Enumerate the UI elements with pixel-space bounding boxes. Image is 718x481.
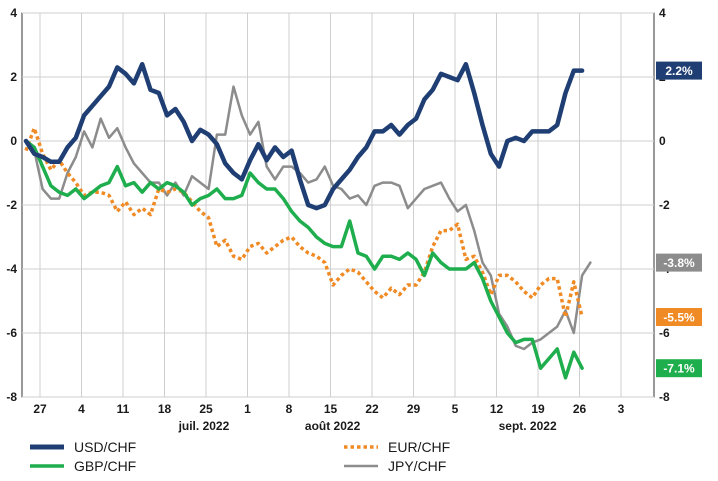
x-tick-label: 22	[365, 402, 379, 416]
x-tick-label: 3	[618, 402, 625, 416]
end-value-badge	[656, 253, 702, 272]
x-tick-label: 27	[33, 402, 47, 416]
gridlines	[22, 12, 654, 398]
y-tick-label-right: -8	[659, 390, 670, 404]
end-value-badge	[656, 61, 702, 80]
end-value-label: 2.2%	[665, 64, 693, 78]
x-tick-label: 1	[244, 402, 251, 416]
end-value-label: -7.1%	[663, 362, 695, 376]
x-tick-label: 26	[573, 402, 587, 416]
x-tick-label: 29	[407, 402, 421, 416]
legend-label: EUR/CHF	[388, 439, 450, 455]
y-tick-label-left: 0	[10, 134, 17, 148]
end-value-badges: 2.2% -5.5% -7.1% -3.8%	[656, 61, 702, 378]
y-tick-label-left: 4	[10, 6, 17, 20]
left-axis: 4 2 0 -2 -4 -6 -8	[6, 6, 17, 404]
end-value-label: -3.8%	[663, 256, 695, 270]
end-value-badge	[656, 359, 702, 378]
x-month-label: juil. 2022	[178, 419, 230, 433]
x-tick-label: 19	[531, 402, 545, 416]
x-tick-label: 25	[199, 402, 213, 416]
x-tick-label: 5	[452, 402, 459, 416]
series-line-gbp-chf	[24, 139, 584, 380]
y-tick-label-right: 0	[659, 134, 666, 148]
end-value-label: -5.5%	[663, 311, 695, 325]
legend-label: JPY/CHF	[388, 458, 446, 474]
y-tick-label-right: -2	[659, 198, 670, 212]
series-line-eur-chf	[24, 126, 584, 319]
x-tick-label: 12	[490, 402, 504, 416]
series-line-jpy-chf	[24, 85, 592, 351]
x-tick-label: 11	[117, 402, 130, 416]
y-tick-label-left: -6	[6, 326, 17, 340]
series-layer	[23, 61, 592, 380]
y-tick-label-right: -6	[659, 326, 670, 340]
x-tick-label: 18	[158, 402, 172, 416]
y-tick-label-left: -8	[6, 390, 17, 404]
end-value-badge	[656, 308, 702, 326]
y-tick-label-left: 2	[10, 70, 17, 84]
y-tick-label-left: -2	[6, 198, 17, 212]
x-tick-label: 8	[286, 402, 293, 416]
y-tick-label-right: 4	[659, 6, 666, 20]
y-tick-label-left: -4	[6, 262, 17, 276]
x-month-label: août 2022	[305, 419, 361, 433]
legend-label: GBP/CHF	[74, 458, 136, 474]
x-tick-label: 15	[324, 402, 338, 416]
x-month-label: sept. 2022	[499, 419, 557, 433]
x-tick-label: 4	[78, 402, 85, 416]
legend: USD/CHF EUR/CHF GBP/CHF JPY/CHF	[30, 439, 450, 474]
legend-label: USD/CHF	[74, 439, 136, 455]
series-line-usd-chf	[23, 61, 585, 211]
